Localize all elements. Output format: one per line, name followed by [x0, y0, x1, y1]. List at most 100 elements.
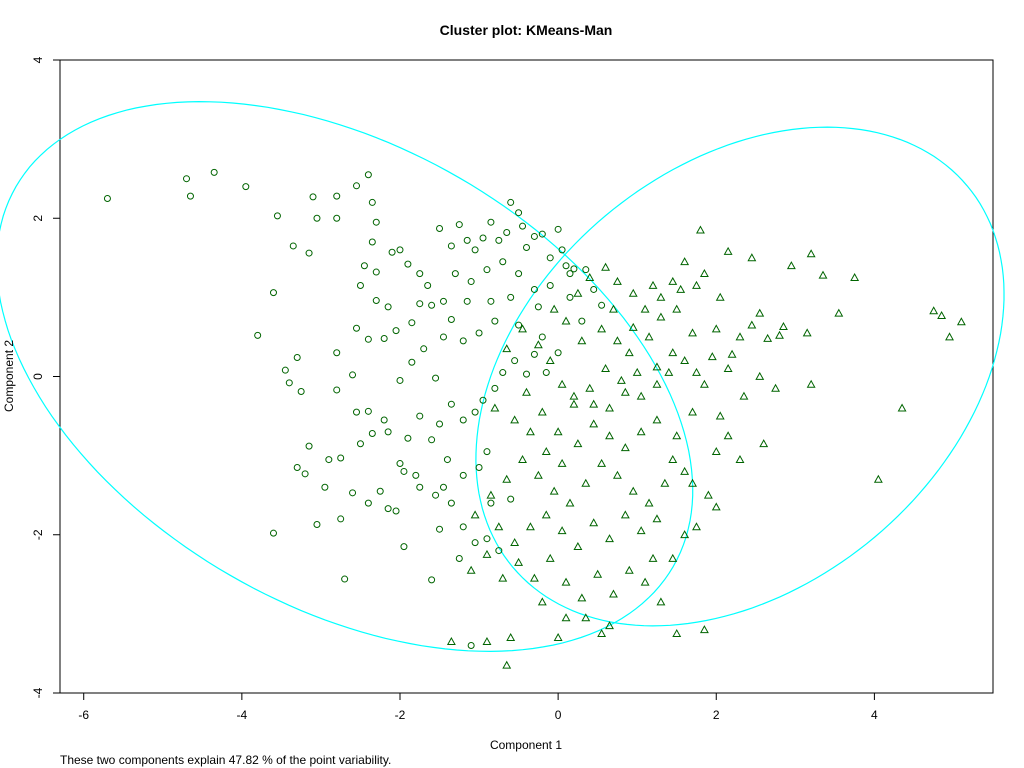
- data-point-circle: [459, 523, 467, 531]
- data-point-triangle: [680, 530, 690, 539]
- data-point-circle: [183, 175, 191, 183]
- data-point-triangle: [692, 522, 701, 531]
- data-point-triangle: [652, 362, 662, 371]
- data-point-triangle: [466, 565, 476, 574]
- data-point-circle: [447, 242, 455, 250]
- data-point-circle: [487, 499, 495, 507]
- data-point-circle: [416, 300, 424, 308]
- data-point-triangle: [446, 636, 456, 645]
- data-point-circle: [301, 470, 309, 478]
- data-point-triangle: [656, 597, 666, 606]
- data-point-circle: [566, 293, 574, 301]
- data-point-triangle: [533, 340, 543, 349]
- data-point-triangle: [628, 486, 638, 495]
- data-point-triangle: [688, 478, 697, 487]
- data-point-triangle: [561, 316, 571, 325]
- data-point-triangle: [518, 324, 527, 333]
- data-point-circle: [396, 376, 404, 384]
- data-point-circle: [558, 246, 566, 254]
- data-point-triangle: [549, 304, 559, 313]
- data-point-circle: [380, 335, 388, 343]
- data-point-circle: [554, 225, 562, 233]
- data-point-triangle: [779, 322, 788, 331]
- data-point-triangle: [557, 379, 567, 388]
- data-point-circle: [404, 260, 412, 268]
- data-point-triangle: [695, 225, 705, 234]
- data-point-circle: [333, 192, 341, 200]
- data-point-triangle: [605, 621, 614, 630]
- data-point-circle: [273, 212, 281, 220]
- data-point-triangle: [545, 553, 555, 562]
- data-point-circle: [428, 576, 436, 584]
- data-point-circle: [538, 333, 546, 341]
- data-point-triangle: [553, 632, 563, 641]
- data-point-triangle: [502, 474, 512, 483]
- data-point-circle: [491, 317, 499, 325]
- data-point-circle: [356, 440, 364, 448]
- data-point-triangle: [605, 403, 614, 412]
- data-point-circle: [507, 495, 515, 503]
- data-point-triangle: [585, 383, 595, 392]
- data-point-circle: [479, 234, 487, 242]
- data-point-triangle: [735, 454, 745, 463]
- data-point-circle: [483, 266, 491, 274]
- data-point-triangle: [605, 534, 614, 543]
- data-point-circle: [598, 301, 606, 309]
- data-point-triangle: [672, 431, 682, 440]
- data-point-circle: [471, 539, 479, 547]
- data-point-circle: [408, 358, 416, 366]
- data-point-circle: [439, 333, 447, 341]
- data-point-circle: [495, 236, 503, 244]
- data-point-triangle: [834, 308, 844, 317]
- data-point-circle: [368, 429, 376, 437]
- data-point-triangle: [569, 391, 579, 400]
- data-point-triangle: [589, 399, 599, 408]
- data-point-circle: [353, 408, 361, 416]
- data-point-triangle: [609, 589, 618, 598]
- data-point-circle: [289, 242, 297, 250]
- data-point-triangle: [692, 367, 701, 376]
- data-point-circle: [562, 262, 570, 270]
- data-point-triangle: [612, 470, 622, 479]
- data-point-triangle: [514, 557, 524, 566]
- data-point-triangle: [470, 510, 480, 519]
- data-point-triangle: [668, 553, 678, 562]
- data-point-circle: [349, 489, 357, 497]
- data-point-triangle: [692, 280, 701, 289]
- data-point-triangle: [616, 375, 626, 384]
- data-point-circle: [523, 370, 530, 378]
- data-point-circle: [368, 198, 376, 206]
- data-point-triangle: [573, 439, 583, 448]
- data-point-circle: [471, 246, 479, 254]
- data-point-triangle: [850, 272, 860, 281]
- data-point-triangle: [585, 272, 595, 281]
- cluster-ellipse: [475, 126, 1005, 627]
- data-point-triangle: [786, 261, 796, 270]
- data-point-triangle: [490, 403, 500, 412]
- data-point-triangle: [699, 625, 709, 634]
- data-point-triangle: [636, 526, 646, 535]
- x-tick-label: -4: [237, 708, 248, 722]
- data-point-triangle: [632, 367, 642, 376]
- data-point-triangle: [652, 379, 662, 388]
- data-point-circle: [455, 554, 463, 562]
- data-point-triangle: [620, 443, 630, 452]
- data-point-triangle: [699, 269, 709, 278]
- data-point-circle: [534, 303, 542, 311]
- x-tick-label: 4: [871, 708, 878, 722]
- data-point-triangle: [526, 427, 535, 436]
- data-point-circle: [416, 483, 424, 491]
- data-point-circle: [479, 396, 487, 404]
- data-point-circle: [432, 491, 440, 499]
- data-point-triangle: [553, 427, 563, 436]
- data-point-triangle: [601, 262, 611, 271]
- data-point-circle: [305, 442, 313, 450]
- data-point-circle: [353, 324, 361, 332]
- data-point-circle: [384, 303, 392, 311]
- data-point-circle: [305, 249, 313, 257]
- data-point-triangle: [498, 573, 508, 582]
- data-point-circle: [384, 505, 392, 513]
- data-point-circle: [372, 297, 380, 305]
- data-point-triangle: [605, 431, 614, 440]
